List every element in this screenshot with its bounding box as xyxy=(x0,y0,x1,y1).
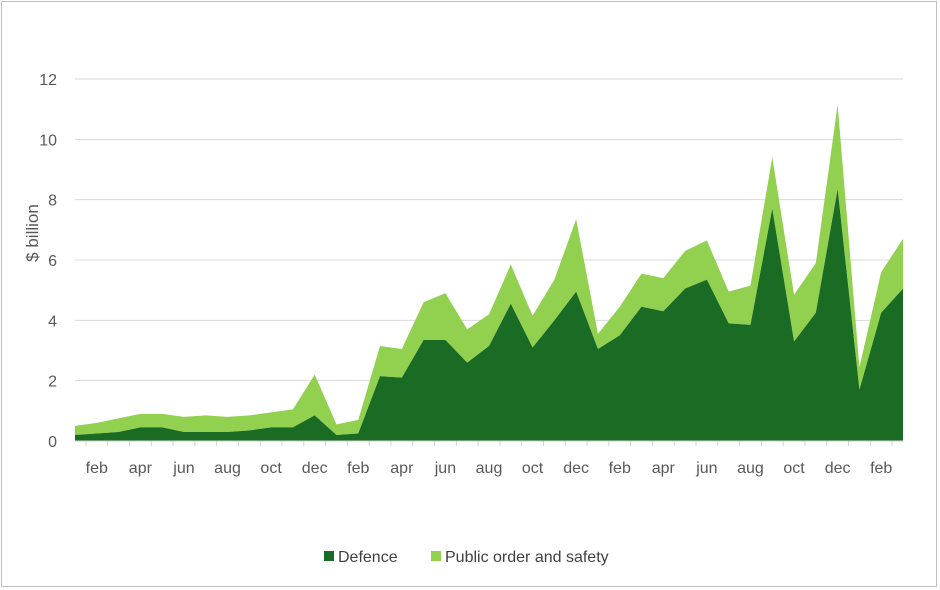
y-tick-label: 6 xyxy=(48,253,57,270)
x-tick-label: dec xyxy=(825,460,851,477)
x-tick-label: apr xyxy=(390,460,414,477)
x-tick-label: aug xyxy=(476,460,503,477)
x-axis-ticks xyxy=(85,441,893,446)
x-tick-label: feb xyxy=(86,460,108,477)
series-areas xyxy=(75,104,903,441)
legend-swatch xyxy=(431,551,441,561)
y-tick-label: 10 xyxy=(39,132,57,149)
area-series-0 xyxy=(75,189,903,441)
x-tick-label: feb xyxy=(609,460,631,477)
x-axis-tick-labels: feb apr jun aug oct dec feb apr jun aug oct dec feb a… xyxy=(86,460,893,477)
x-tick-label: dec xyxy=(302,460,328,477)
legend-swatch xyxy=(324,551,334,561)
x-tick-label: feb xyxy=(870,460,892,477)
y-tick-label: 2 xyxy=(48,374,57,391)
x-tick-label: oct xyxy=(783,460,805,477)
y-tick-label: 8 xyxy=(48,193,57,210)
legend: Defence Public order and safety xyxy=(324,549,609,566)
x-tick-label: jun xyxy=(172,460,194,477)
x-tick-label: oct xyxy=(522,460,544,477)
x-tick-label: aug xyxy=(214,460,241,477)
x-tick-label: aug xyxy=(737,460,764,477)
legend-label: Public order and safety xyxy=(445,549,609,566)
x-tick-label: dec xyxy=(563,460,589,477)
x-tick-label: jun xyxy=(695,460,717,477)
y-tick-label: 4 xyxy=(48,313,57,330)
y-axis-tick-labels: 0 2 4 6 8 10 12 xyxy=(39,72,57,451)
y-tick-label: 0 xyxy=(48,434,57,451)
legend-label: Defence xyxy=(338,549,398,566)
x-tick-label: feb xyxy=(347,460,369,477)
x-tick-label: apr xyxy=(652,460,676,477)
y-axis-title: $ billion xyxy=(23,204,42,262)
x-tick-label: apr xyxy=(129,460,153,477)
x-tick-label: jun xyxy=(434,460,456,477)
x-tick-label: oct xyxy=(260,460,282,477)
y-tick-label: 12 xyxy=(39,72,57,89)
